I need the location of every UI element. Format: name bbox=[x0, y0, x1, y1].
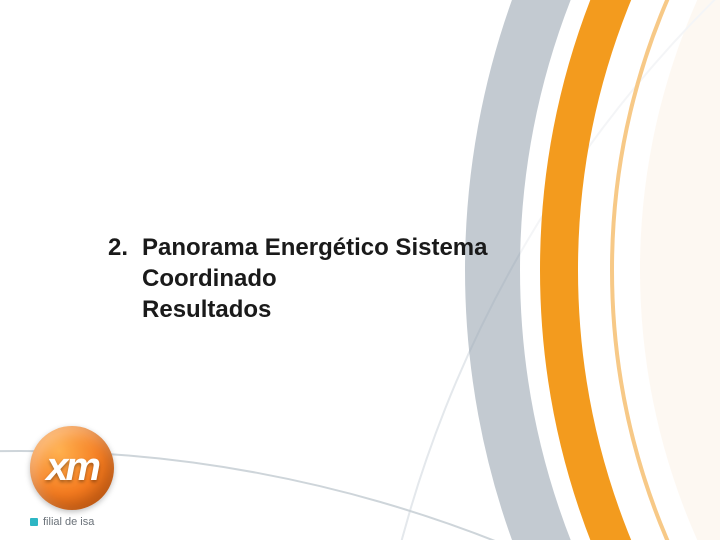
logo-mark-text: xm bbox=[46, 445, 98, 490]
section-title: Panorama Energético Sistema Coordinado R… bbox=[142, 232, 580, 326]
tagline-text: filial de isa bbox=[43, 516, 94, 528]
tagline-accent-icon bbox=[30, 518, 38, 526]
section-item: 2. Panorama Energético Sistema Coordinad… bbox=[108, 232, 580, 326]
section-number: 2. bbox=[108, 232, 142, 263]
section-title-line1: Panorama Energético Sistema bbox=[142, 232, 580, 263]
section-title-line2: Coordinado bbox=[142, 263, 580, 294]
logo-tagline: filial de isa bbox=[30, 516, 94, 528]
brand-logo: xm filial de isa bbox=[30, 426, 114, 528]
slide-content: 2. Panorama Energético Sistema Coordinad… bbox=[108, 232, 580, 326]
logo-sphere: xm bbox=[30, 426, 114, 510]
section-title-line3: Resultados bbox=[142, 294, 580, 325]
